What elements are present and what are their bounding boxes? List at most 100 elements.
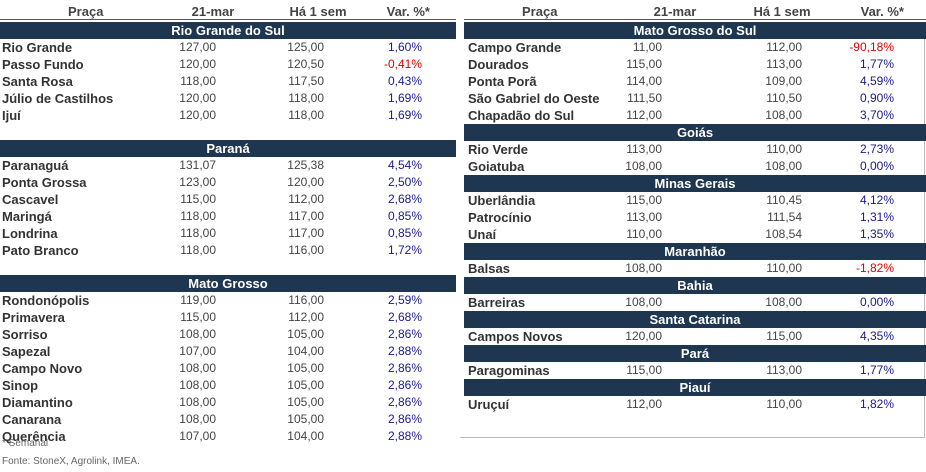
location-name: Júlio de Castilhos [2, 91, 114, 106]
price-current: 107,00 [179, 344, 216, 358]
header-date: 21-mar [653, 4, 697, 19]
price-current: 112,00 [626, 108, 662, 122]
section-header: Mato Grosso [0, 275, 456, 292]
header-rule [464, 19, 926, 20]
price-week-ago: 110,50 [766, 91, 802, 105]
location-name: Campo Novo [2, 361, 83, 376]
location-name: Campo Grande [468, 40, 562, 55]
price-current: 115,00 [626, 363, 662, 377]
table-row: Rio Grande 127,00 125,00 1,60% [0, 39, 456, 56]
price-variation: 2,73% [859, 142, 894, 156]
price-current: 120,00 [179, 91, 216, 105]
price-variation: 0,00% [859, 159, 894, 173]
price-variation: 1,31% [859, 210, 894, 224]
price-current: 108,00 [625, 261, 662, 275]
price-current: 113,00 [626, 142, 662, 156]
price-week-ago: 118,00 [288, 91, 324, 105]
price-current: 127,00 [179, 40, 216, 54]
location-name: Diamantino [2, 395, 73, 410]
price-current: 11,00 [632, 40, 662, 54]
price-variation: 1,69% [387, 108, 422, 122]
price-variation: 2,86% [387, 412, 422, 426]
location-name: Sinop [2, 378, 39, 393]
table-row: Querência 107,00 104,00 2,88% [0, 428, 456, 445]
table-header: Praça 21-mar Há 1 sem Var. %* [464, 0, 926, 22]
table-row: Ponta Grossa 123,00 120,00 2,50% [0, 174, 456, 191]
table-row: Paragominas 115,00 113,00 1,77% [464, 362, 926, 379]
price-current: 131,07 [179, 158, 216, 172]
section-header: Rio Grande do Sul [0, 22, 456, 39]
price-week-ago: 105,00 [287, 361, 324, 375]
price-week-ago: 110,45 [766, 193, 802, 207]
price-week-ago: 117,00 [288, 209, 324, 223]
header-rule [0, 19, 456, 20]
right-price-table: Praça 21-mar Há 1 sem Var. %* Mato Gross… [464, 0, 926, 413]
table-row: Barreiras 108,00 108,00 0,00% [464, 294, 926, 311]
table-row: Balsas 108,00 110,00 -1,82% [464, 260, 926, 277]
price-week-ago: 115,00 [766, 329, 802, 343]
location-name: Rio Verde [468, 142, 528, 157]
table-body: Mato Grosso do Sul Campo Grande 11,00 112,0… [464, 22, 926, 413]
footnote: * Semanal [2, 438, 49, 449]
price-variation: 2,86% [387, 361, 422, 375]
header-var: Var. %* [860, 4, 904, 19]
table-row: Sapezal 107,00 104,00 2,88% [0, 343, 456, 360]
location-name: Querência [2, 429, 66, 444]
table-row: Dourados 115,00 113,00 1,77% [464, 56, 926, 73]
location-name: Londrina [2, 226, 58, 241]
price-variation: 0,00% [859, 295, 894, 309]
price-current: 115,00 [626, 57, 662, 71]
price-week-ago: 116,00 [288, 293, 324, 307]
table-row: Pato Branco 118,00 116,00 1,72% [0, 242, 456, 259]
header-praca: Praça [68, 4, 104, 19]
table-row: São Gabriel do Oeste 111,50 110,50 0,90% [464, 90, 926, 107]
price-week-ago: 105,00 [287, 378, 324, 392]
price-current: 115,00 [180, 310, 216, 324]
price-week-ago: 120,50 [287, 57, 324, 71]
price-week-ago: 116,00 [288, 243, 324, 257]
price-variation: 2,88% [387, 429, 422, 443]
location-name: Pato Branco [2, 243, 79, 258]
price-current: 108,00 [179, 361, 216, 375]
location-name: Ponta Porã [468, 74, 537, 89]
price-current: 113,00 [626, 210, 662, 224]
price-week-ago: 104,00 [287, 429, 324, 443]
section-header: Pará [464, 345, 926, 362]
price-week-ago: 112,00 [766, 40, 802, 54]
location-name: Goiatuba [468, 159, 525, 174]
price-variation: 1,72% [387, 243, 422, 257]
price-week-ago: 125,38 [287, 158, 324, 172]
left-price-table: Praça 21-mar Há 1 sem Var. %* Rio Grande… [0, 0, 456, 445]
table-row: Campo Grande 11,00 112,00 -90,18% [464, 39, 926, 56]
table-row: Rondonópolis 119,00 116,00 2,59% [0, 292, 456, 309]
price-variation: 4,12% [859, 193, 894, 207]
price-current: 115,00 [626, 193, 662, 207]
price-variation: 2,50% [387, 175, 422, 189]
price-week-ago: 112,00 [288, 192, 324, 206]
price-week-ago: 113,00 [766, 363, 802, 377]
price-variation: 1,77% [859, 363, 894, 377]
table-row: Canarana 108,00 105,00 2,86% [0, 411, 456, 428]
price-variation: 0,85% [387, 226, 422, 240]
location-name: Rondonópolis [2, 293, 90, 308]
price-current: 118,00 [180, 74, 216, 88]
table-row: Campos Novos 120,00 115,00 4,35% [464, 328, 926, 345]
price-variation: 2,86% [387, 395, 422, 409]
table-row: Maringá 118,00 117,00 0,85% [0, 208, 456, 225]
location-name: Dourados [468, 57, 529, 72]
price-week-ago: 109,00 [765, 74, 802, 88]
price-week-ago: 108,54 [765, 227, 802, 241]
location-name: São Gabriel do Oeste [468, 91, 600, 106]
section-header: Goiás [464, 124, 926, 141]
location-name: Santa Rosa [2, 74, 73, 89]
price-current: 118,00 [180, 209, 216, 223]
header-praca: Praça [522, 4, 558, 19]
section-spacer [0, 259, 456, 275]
price-week-ago: 117,00 [288, 226, 324, 240]
price-variation: 3,70% [859, 108, 894, 122]
location-name: Campos Novos [468, 329, 563, 344]
table-row: Campo Novo 108,00 105,00 2,86% [0, 360, 456, 377]
header-week: Há 1 sem [289, 4, 347, 19]
price-variation: 2,86% [387, 327, 422, 341]
table-row: Paranaguá 131,07 125,38 4,54% [0, 157, 456, 174]
